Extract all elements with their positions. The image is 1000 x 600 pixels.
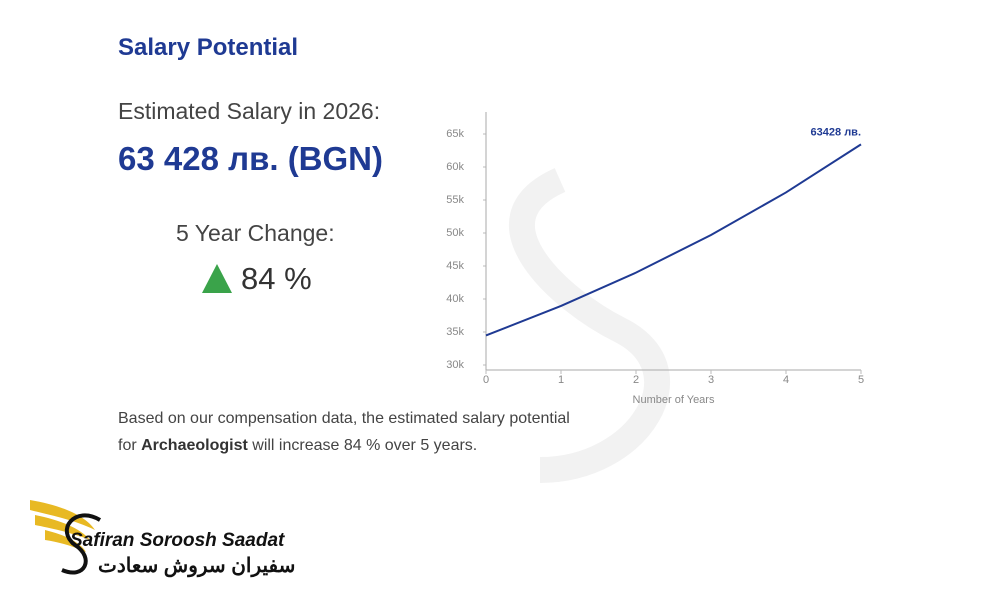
- description: Based on our compensation data, the esti…: [118, 405, 678, 459]
- change-value: 84 %: [241, 261, 312, 296]
- text: Based on our compensation data, the esti…: [118, 410, 570, 427]
- y-tick-label: 30k: [446, 359, 464, 371]
- x-tick-label: 0: [483, 374, 489, 386]
- data-label: 63428 лв.: [811, 126, 861, 138]
- logo-s: [61, 513, 102, 575]
- y-tick-label: 50k: [446, 227, 464, 239]
- x-axis-title: Number of Years: [633, 394, 715, 406]
- y-tick-label: 40k: [446, 293, 464, 305]
- logo-name-fa: سفیران سروش سعادت: [98, 555, 296, 577]
- x-tick-label: 4: [783, 374, 789, 386]
- text: will increase 84 % over 5 years.: [247, 437, 478, 454]
- y-tick-label: 35k: [446, 326, 464, 338]
- x-tick-label: 1: [558, 374, 564, 386]
- estimate-amount: 63 428 лв. (BGN): [118, 140, 383, 177]
- change-label: 5 Year Change:: [176, 220, 335, 246]
- watermark: [508, 168, 671, 483]
- text: for: [118, 437, 142, 454]
- x-tick-label: 3: [708, 374, 714, 386]
- section-title: Salary Potential: [118, 34, 299, 61]
- up-arrow: [201, 262, 233, 299]
- logo-name: Safiran Soroosh Saadat: [70, 530, 285, 551]
- job-title: Archaeologist: [141, 437, 248, 454]
- y-tick-label: 55k: [446, 194, 464, 206]
- line: [485, 143, 862, 337]
- estimate-label: Estimated Salary in 2026:: [118, 98, 381, 124]
- y-tick-label: 45k: [446, 260, 464, 272]
- y-tick-label: 60k: [446, 161, 464, 173]
- logo-wing: [30, 500, 95, 552]
- up-arrow-icon: [202, 264, 232, 293]
- x-tick-label: 2: [633, 374, 639, 386]
- y-tick-label: 65k: [446, 128, 464, 140]
- x-tick-label: 5: [858, 374, 864, 386]
